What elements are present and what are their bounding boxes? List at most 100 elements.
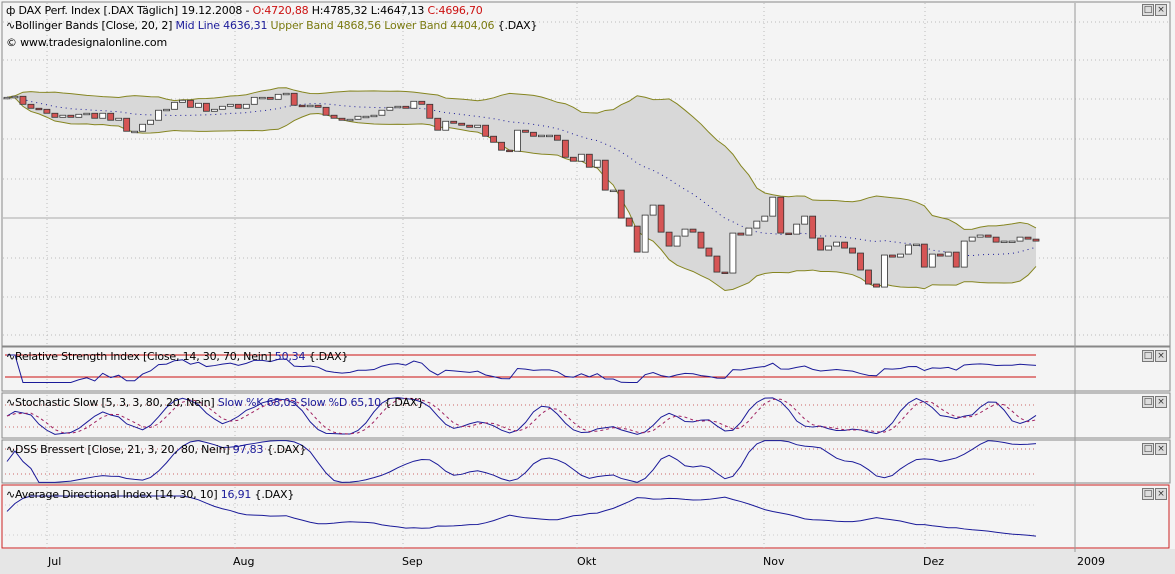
rsi-panel-buttons: □ × [1142, 350, 1167, 362]
candle [553, 134, 561, 141]
stoch-suffix: {.DAX} [384, 396, 424, 409]
candle [761, 215, 769, 222]
maximize-button[interactable]: □ [1142, 4, 1154, 16]
bollinger-upper: Upper Band 4868,56 [270, 19, 382, 32]
candle [83, 112, 91, 116]
rsi-line [7, 354, 1037, 383]
adx-header[interactable]: ∿Average Directional Index [14, 30, 10] … [6, 488, 294, 501]
dss-label: DSS Bressert [Close, 21, 3, 20, 80, Nein… [15, 443, 230, 456]
candle [538, 134, 545, 138]
candle [889, 254, 896, 258]
bollinger-mid: Mid Line 4636,31 [175, 19, 268, 32]
candle [833, 241, 840, 247]
candle [522, 129, 529, 133]
candle [306, 104, 314, 108]
adx-panel [1, 484, 1170, 549]
candle [625, 217, 633, 227]
candle [474, 124, 482, 128]
candle [107, 112, 115, 121]
candle [442, 120, 450, 131]
adx-suffix: {.DAX} [254, 488, 295, 501]
candle [896, 253, 904, 258]
candle [992, 236, 1000, 243]
candle [849, 247, 856, 254]
candle [163, 108, 170, 112]
candle [1032, 238, 1040, 242]
candle [673, 235, 681, 247]
bollinger-band-area [7, 87, 1036, 291]
rsi-header[interactable]: ∿Relative Strength Index [Close, 14, 30,… [6, 350, 348, 363]
close-button[interactable]: × [1155, 350, 1167, 362]
rsi-value: 50,34 [274, 350, 306, 363]
stoch-header[interactable]: ∿Stochastic Slow [5, 3, 3, 80, 20, Nein]… [6, 396, 424, 409]
candle [745, 227, 753, 236]
candle [904, 244, 912, 255]
maximize-button[interactable]: □ [1142, 488, 1154, 500]
candle [314, 104, 322, 108]
candle [410, 100, 418, 109]
adx-panel-buttons: □ × [1142, 488, 1167, 500]
adx-value: 16,91 [220, 488, 252, 501]
candle [984, 234, 992, 238]
candle [633, 225, 641, 253]
candle [386, 106, 394, 111]
candle [952, 251, 960, 268]
candle [91, 112, 99, 119]
candle [226, 103, 234, 107]
candle [753, 220, 761, 229]
high-value: H:4785,32 [311, 4, 368, 17]
indicator-wave-icon: ∿ [6, 396, 16, 409]
close-button[interactable]: × [1155, 488, 1167, 500]
candle [865, 269, 872, 285]
candle [354, 115, 362, 120]
candle [171, 101, 178, 110]
x-tick-label: Sep [402, 555, 423, 568]
candle [968, 236, 976, 242]
candle [123, 117, 131, 132]
candle [27, 103, 35, 109]
candle [514, 129, 521, 152]
maximize-button[interactable]: □ [1142, 443, 1154, 455]
candle [75, 113, 83, 118]
candle [458, 122, 466, 126]
candle [338, 117, 346, 121]
low-value: L:4647,13 [370, 4, 425, 17]
open-value: O:4720,88 [252, 4, 309, 17]
stoch-d-line [6, 397, 1037, 435]
candle [936, 253, 944, 257]
indicator-wave-icon: ∿ [6, 488, 16, 501]
close-button[interactable]: × [1155, 443, 1167, 455]
candle [960, 240, 968, 268]
candle [11, 95, 19, 99]
candle [697, 231, 705, 249]
candle [203, 102, 210, 112]
dss-value: 97,83 [232, 443, 264, 456]
close-button[interactable]: × [1155, 396, 1167, 408]
candle [601, 159, 609, 191]
candle [944, 251, 952, 257]
stoch-k-line [6, 397, 1037, 435]
candle [530, 131, 537, 137]
maximize-button[interactable]: □ [1142, 350, 1154, 362]
candle [976, 234, 984, 238]
candle [482, 124, 490, 137]
indicator-wave-icon: ∿ [6, 443, 16, 456]
candle [681, 228, 689, 237]
dss-header[interactable]: ∿DSS Bressert [Close, 21, 3, 20, 80, Nei… [6, 443, 306, 456]
candle [793, 223, 801, 235]
bollinger-header[interactable]: ∿Bollinger Bands [Close, 20, 2] Mid Line… [6, 19, 537, 32]
candle [330, 114, 338, 119]
maximize-button[interactable]: □ [1142, 396, 1154, 408]
rsi-suffix: {.DAX} [308, 350, 349, 363]
candle [131, 130, 139, 134]
candle [258, 96, 266, 100]
candle [59, 114, 67, 118]
candle [506, 149, 513, 153]
bollinger-label: Bollinger Bands [Close, 20, 2] [15, 19, 173, 32]
candle [290, 92, 298, 106]
candle [585, 153, 593, 168]
close-button[interactable]: × [1155, 4, 1167, 16]
candle [1024, 236, 1032, 240]
adx-label: Average Directional Index [14, 30, 10] [15, 488, 218, 501]
